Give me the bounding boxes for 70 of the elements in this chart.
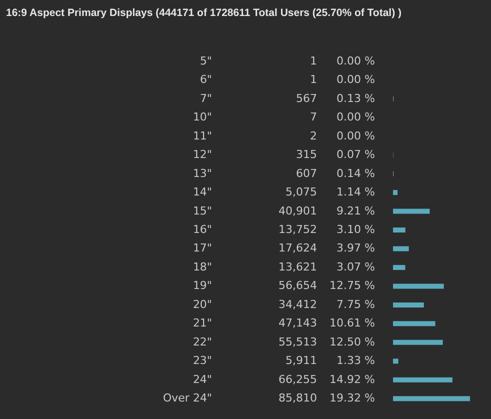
text: 13,621	[278, 260, 317, 274]
data-label: 10.61 %	[330, 316, 375, 330]
bar	[393, 396, 470, 402]
y-tick-label: 18"	[192, 260, 212, 274]
data-label: 0.07 %	[336, 148, 375, 162]
data-label: 0.00 %	[336, 54, 375, 68]
text: 56,654	[278, 279, 317, 292]
bar	[393, 208, 430, 214]
data-label: 0.00 %	[336, 110, 375, 124]
text: 1	[310, 54, 317, 68]
y-tick-label: 22"	[192, 335, 212, 348]
y-tick-label: Over 24"	[162, 392, 212, 405]
bar	[393, 228, 406, 232]
data-label: 0.00 %	[336, 73, 375, 86]
data-label: 1.14 %	[336, 186, 375, 199]
y-tick-label: 21"	[192, 316, 212, 330]
text: 85,810	[278, 392, 317, 405]
text: 66,255	[278, 372, 317, 386]
y-tick-label: 23"	[192, 354, 212, 368]
y-tick-label: 12"	[192, 148, 212, 162]
bar	[393, 358, 398, 364]
data-label: 0.14 %	[336, 166, 375, 180]
data-label: 9.21 %	[336, 204, 375, 218]
bar	[393, 264, 406, 270]
text: 17,624	[278, 242, 317, 255]
y-tick-label: 17"	[192, 242, 212, 255]
text: 5,911	[286, 354, 317, 368]
data-label: 0.00 %	[336, 129, 375, 142]
y-tick-label: 13"	[192, 166, 212, 180]
bar	[393, 246, 409, 252]
y-tick-label: 15"	[192, 204, 212, 218]
data-label: 0.13 %	[336, 92, 375, 105]
text: 315	[296, 148, 317, 162]
data-label: 3.07 %	[336, 260, 375, 274]
y-tick-label: 19"	[192, 279, 212, 292]
bar	[393, 321, 436, 326]
data-label: 1.33 %	[336, 354, 375, 368]
text: 2	[310, 129, 317, 142]
text: 607	[296, 166, 317, 180]
data-label: 7.75 %	[336, 298, 375, 311]
text: 13,752	[278, 223, 317, 236]
bar	[393, 340, 443, 345]
data-label: 12.75 %	[330, 279, 375, 292]
text: 5,075	[286, 186, 317, 199]
y-tick-label: 7"	[200, 92, 212, 105]
y-tick-label: 11"	[192, 129, 212, 142]
text: 16:9 Aspect Primary Displays (444171 of 1728611 Total Users (25.70% of Total) )	[6, 7, 402, 19]
text: 47,143	[278, 316, 317, 330]
text: 40,901	[278, 204, 317, 218]
text: 34,412	[278, 298, 317, 311]
y-tick-label: 20"	[192, 298, 212, 311]
text: 1	[310, 73, 317, 86]
text: 7	[310, 110, 317, 124]
y-tick-label: 24"	[192, 372, 212, 386]
bar	[393, 377, 452, 382]
bar	[393, 190, 398, 196]
y-tick-label: 6"	[200, 73, 212, 86]
y-tick-label: 10"	[192, 110, 212, 124]
data-label: 12.50 %	[330, 335, 375, 348]
y-tick-label: 14"	[192, 186, 212, 199]
data-label: 19.32 %	[330, 392, 375, 405]
text: 55,513	[278, 335, 317, 348]
y-tick-label: 16"	[192, 223, 212, 236]
data-label: 14.92 %	[330, 372, 375, 386]
bar	[393, 302, 424, 308]
data-label: 3.97 %	[336, 242, 375, 255]
y-tick-label: 5"	[200, 54, 212, 68]
bar	[393, 284, 444, 289]
data-label: 3.10 %	[336, 223, 375, 236]
text: 567	[296, 92, 317, 105]
